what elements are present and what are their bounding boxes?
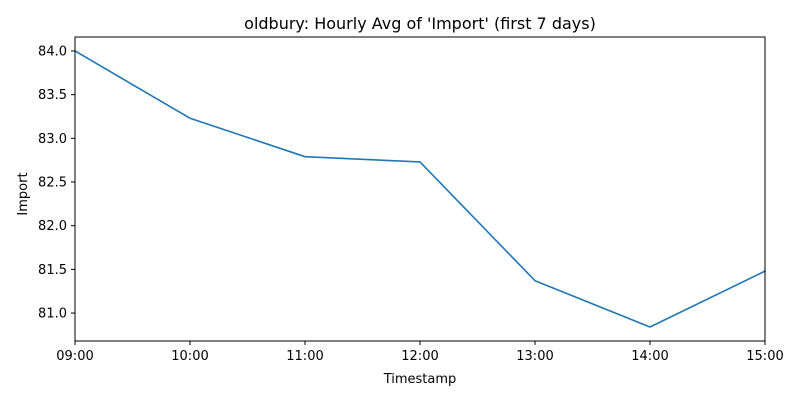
x-axis-label: Timestamp bbox=[383, 372, 457, 387]
x-tick-label: 15:00 bbox=[746, 349, 783, 364]
series-line-0 bbox=[73, 49, 767, 328]
x-tick-label: 10:00 bbox=[171, 349, 208, 364]
y-tick-label: 81.0 bbox=[38, 307, 67, 322]
x-tick-label: 09:00 bbox=[56, 349, 93, 364]
x-tick-label: 13:00 bbox=[516, 349, 553, 364]
y-axis-label: Import bbox=[16, 172, 31, 215]
y-tick-label: 83.0 bbox=[38, 132, 67, 147]
y-tick-label: 83.5 bbox=[38, 88, 67, 103]
chart-title: oldbury: Hourly Avg of 'Import' (first 7… bbox=[244, 14, 596, 33]
y-tick-label: 81.5 bbox=[38, 263, 67, 278]
plot-frame bbox=[74, 36, 766, 342]
y-tick-label: 82.0 bbox=[38, 219, 67, 234]
x-tick-label: 12:00 bbox=[401, 349, 438, 364]
plot-area: 09:00 10:00 11:00 12:00 13:00 14:00 15:00 81.0 8… bbox=[38, 36, 784, 364]
y-tick-label: 82.5 bbox=[38, 176, 67, 191]
y-tick-label: 84.0 bbox=[38, 44, 67, 59]
x-tick-label: 11:00 bbox=[286, 349, 323, 364]
x-tick-label: 14:00 bbox=[631, 349, 668, 364]
